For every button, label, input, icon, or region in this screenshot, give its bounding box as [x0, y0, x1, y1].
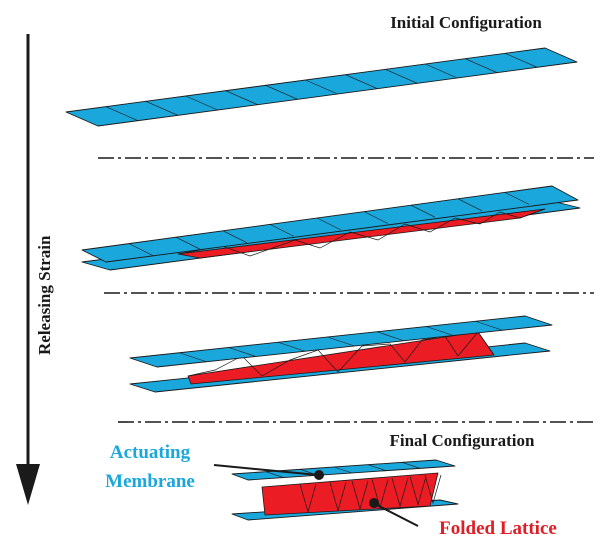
membrane-seam-line: [333, 466, 353, 474]
lattice-fold-line: [391, 477, 409, 508]
membrane-seam-line: [265, 471, 285, 478]
membrane-seam-line: [316, 217, 342, 231]
membrane-seam-line: [504, 53, 538, 68]
membrane-seam-line: [128, 243, 154, 256]
membrane-seam-line: [305, 79, 338, 95]
membrane-seam-line: [185, 95, 218, 111]
membrane-seam-line: [465, 58, 498, 73]
lattice-fold-line: [424, 474, 442, 505]
membrane-seam-line: [376, 331, 404, 342]
membrane-seam-line: [222, 230, 248, 244]
membrane-seam-line: [179, 352, 207, 363]
membrane-seam-line: [228, 347, 256, 357]
releasing-strain-arrow: [16, 34, 40, 505]
final-configuration-title: Final Configuration: [390, 431, 536, 450]
actuating-membrane-label-line2: Membrane: [105, 471, 195, 492]
membrane-seam-line: [327, 336, 355, 347]
membrane-seam-line: [145, 101, 178, 116]
lattice-fold-line: [187, 331, 495, 377]
stage-partial-release-1: [81, 185, 581, 271]
lattice-fold-line: [351, 480, 369, 511]
stage-initial-membrane: [65, 47, 578, 127]
membrane-seam-line: [457, 198, 483, 212]
lattice-fold-line: [409, 476, 427, 506]
membrane-seam-line: [225, 90, 258, 105]
initial-configuration-title: Initial Configuration: [390, 13, 542, 32]
stage-final-configuration: [231, 459, 459, 521]
folded-lattice-label: Folded Lattice: [439, 518, 557, 539]
membrane-seam-line: [410, 204, 436, 218]
membrane-seam-line: [265, 85, 298, 100]
stage-partial-release-2: [129, 315, 553, 393]
membrane-seam-line: [504, 192, 530, 205]
releasing-strain-label: Releasing Strain: [35, 235, 54, 355]
membrane-seam-line: [345, 74, 378, 89]
membrane-seam-line: [269, 224, 295, 237]
membrane-seam-line: [278, 341, 306, 352]
membrane-seam-line: [401, 462, 421, 469]
actuating-membrane-label-line1: Actuating: [110, 442, 191, 463]
membrane-seam-line: [385, 69, 418, 84]
membrane-seam-line: [105, 106, 139, 121]
membrane-seam-line: [367, 464, 387, 471]
membrane-seam-line: [363, 211, 389, 224]
folded-lattice-pointer: [369, 498, 419, 527]
lattice-fold-line: [177, 208, 546, 257]
membrane-seam-line: [426, 326, 454, 336]
membrane-seam-line: [475, 320, 503, 331]
lattice-fold-line: [329, 482, 347, 512]
actuating-membrane-pointer: [213, 464, 324, 480]
membrane-seam-line: [425, 63, 458, 79]
membrane-seam-line: [175, 236, 201, 250]
lattice-fold-line: [299, 483, 317, 514]
